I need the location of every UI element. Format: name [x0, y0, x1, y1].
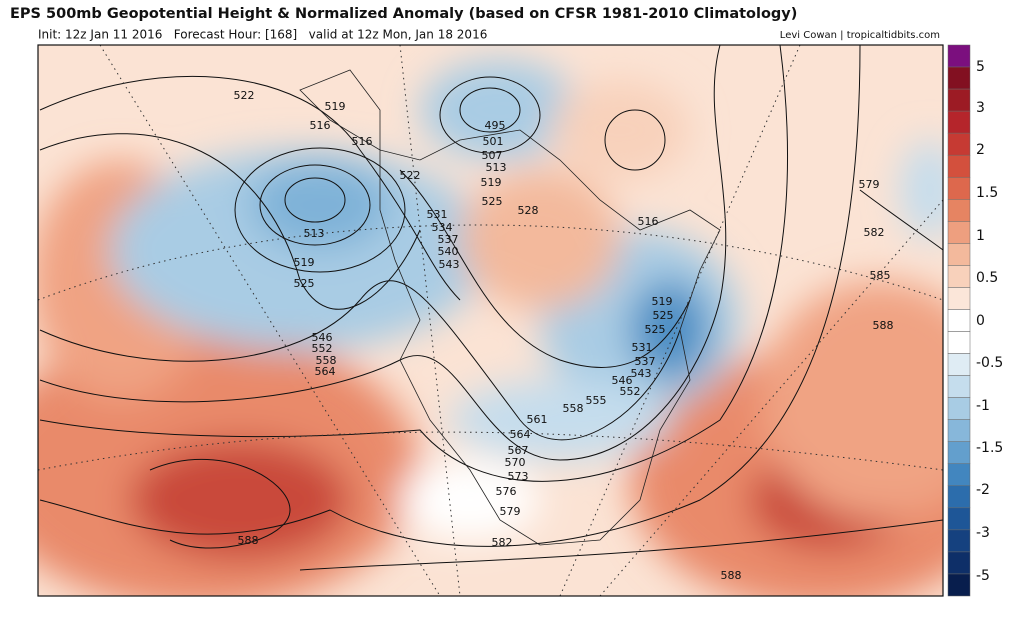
colorbar-swatch	[947, 353, 971, 376]
colorbar-label: -0.5	[976, 355, 1003, 371]
contour-label: 513	[304, 227, 325, 240]
contour-label: 564	[315, 365, 336, 378]
colorbar-swatch	[947, 529, 971, 553]
contours	[39, 45, 943, 571]
colorbar-label: 5	[976, 59, 985, 75]
contour-label: 546	[312, 331, 333, 344]
contour-label: 561	[527, 413, 548, 426]
contour-label: 522	[234, 89, 255, 102]
contour-label: 543	[631, 367, 652, 380]
contour-label: 519	[652, 295, 673, 308]
contour-label: 555	[586, 394, 607, 407]
colorbar-label: 0	[976, 313, 985, 329]
contour-label: 531	[632, 341, 653, 354]
contour-label: 507	[482, 149, 503, 162]
colorbar-swatch	[947, 132, 971, 156]
colorbar-swatch	[947, 441, 971, 465]
colorbar-swatch	[947, 331, 971, 354]
map-frame	[37, 44, 944, 597]
contour-label: 552	[312, 342, 333, 355]
contour-label: 519	[294, 256, 315, 269]
contour-label: 588	[721, 569, 742, 582]
colorbar-label: -3	[976, 525, 990, 541]
contour-label: 516	[352, 135, 373, 148]
contour-label: 537	[635, 355, 656, 368]
colorbar-label: 3	[976, 100, 985, 116]
contour-label: 495	[485, 119, 506, 132]
contour-label: 531	[427, 208, 448, 221]
contour-label: 576	[496, 485, 517, 498]
graticule	[38, 45, 943, 596]
colorbar-swatch	[947, 375, 971, 398]
colorbar-swatch	[947, 485, 971, 509]
colorbar-swatch	[947, 44, 971, 68]
contour-label: 525	[653, 309, 674, 322]
contour-label: 516	[310, 119, 331, 132]
colorbar-swatch	[947, 199, 971, 222]
contour-label: 582	[864, 226, 885, 239]
contour-label: 552	[620, 385, 641, 398]
contour-label: 528	[518, 204, 539, 217]
contour-label: 564	[510, 428, 531, 441]
colorbar-label: 0.5	[976, 270, 998, 286]
contour-label: 579	[859, 178, 880, 191]
coastline	[299, 69, 721, 546]
colorbar-label: 1.5	[976, 185, 998, 201]
contour-label: 546	[612, 374, 633, 387]
colorbar-swatch	[947, 265, 971, 288]
colorbar-swatch	[947, 88, 971, 112]
colorbar-label: -2	[976, 482, 990, 498]
colorbar-label: 1	[976, 228, 985, 244]
colorbar-swatch	[947, 463, 971, 487]
contour-label: 537	[438, 233, 459, 246]
colorbar-swatch	[947, 287, 971, 310]
colorbar: 5 3 2 1.5 1 0.5 0 -0.5 -1 -1.5 -2 -3 -5	[947, 44, 1003, 597]
subtitle: Init: 12z Jan 11 2016 Forecast Hour: [16…	[38, 28, 487, 42]
contour-label: 522	[400, 169, 421, 182]
contour-label: 582	[492, 536, 513, 549]
contour-label: 540	[438, 245, 459, 258]
contour-label: 567	[508, 444, 529, 457]
map: 5225195165165135195255465525585645225315…	[38, 45, 943, 596]
credit: Levi Cowan | tropicaltidbits.com	[780, 30, 940, 41]
colorbar-swatch	[947, 419, 971, 442]
colorbar-swatch	[947, 110, 971, 134]
contour-label: 543	[439, 258, 460, 271]
colorbar-swatch	[947, 397, 971, 420]
contour-label: 525	[294, 277, 315, 290]
colorbar-swatch	[947, 243, 971, 266]
colorbar-swatch	[947, 221, 971, 244]
contour-label: 525	[482, 195, 503, 208]
contour-label: 573	[508, 470, 529, 483]
contour-label: 519	[325, 100, 346, 113]
colorbar-swatch	[947, 551, 971, 575]
contour-label: 525	[645, 323, 666, 336]
contour-label: 585	[870, 269, 891, 282]
contour-label: 501	[483, 135, 504, 148]
contour-label: 519	[481, 176, 502, 189]
colorbar-label: 2	[976, 142, 985, 158]
colorbar-swatch	[947, 309, 971, 332]
contour-label: 579	[500, 505, 521, 518]
colorbar-swatch	[947, 507, 971, 531]
contour-label: 558	[316, 354, 337, 367]
colorbar-swatch	[947, 154, 971, 178]
colorbar-label: -5	[976, 568, 990, 584]
contour-label: 534	[432, 221, 453, 234]
contour-labels: 5225195165165135195255465525585645225315…	[234, 89, 894, 582]
contour-label: 588	[873, 319, 894, 332]
contour-label: 558	[563, 402, 584, 415]
contour-label: 516	[638, 215, 659, 228]
colorbar-swatch	[947, 176, 971, 200]
contour-label: 570	[505, 456, 526, 469]
colorbar-swatch	[947, 573, 971, 597]
contour-label: 513	[486, 161, 507, 174]
colorbar-label: -1	[976, 398, 990, 414]
colorbar-swatch	[947, 66, 971, 90]
title: EPS 500mb Geopotential Height & Normaliz…	[10, 6, 797, 22]
colorbar-label: -1.5	[976, 440, 1003, 456]
contour-label: 588	[238, 534, 259, 547]
